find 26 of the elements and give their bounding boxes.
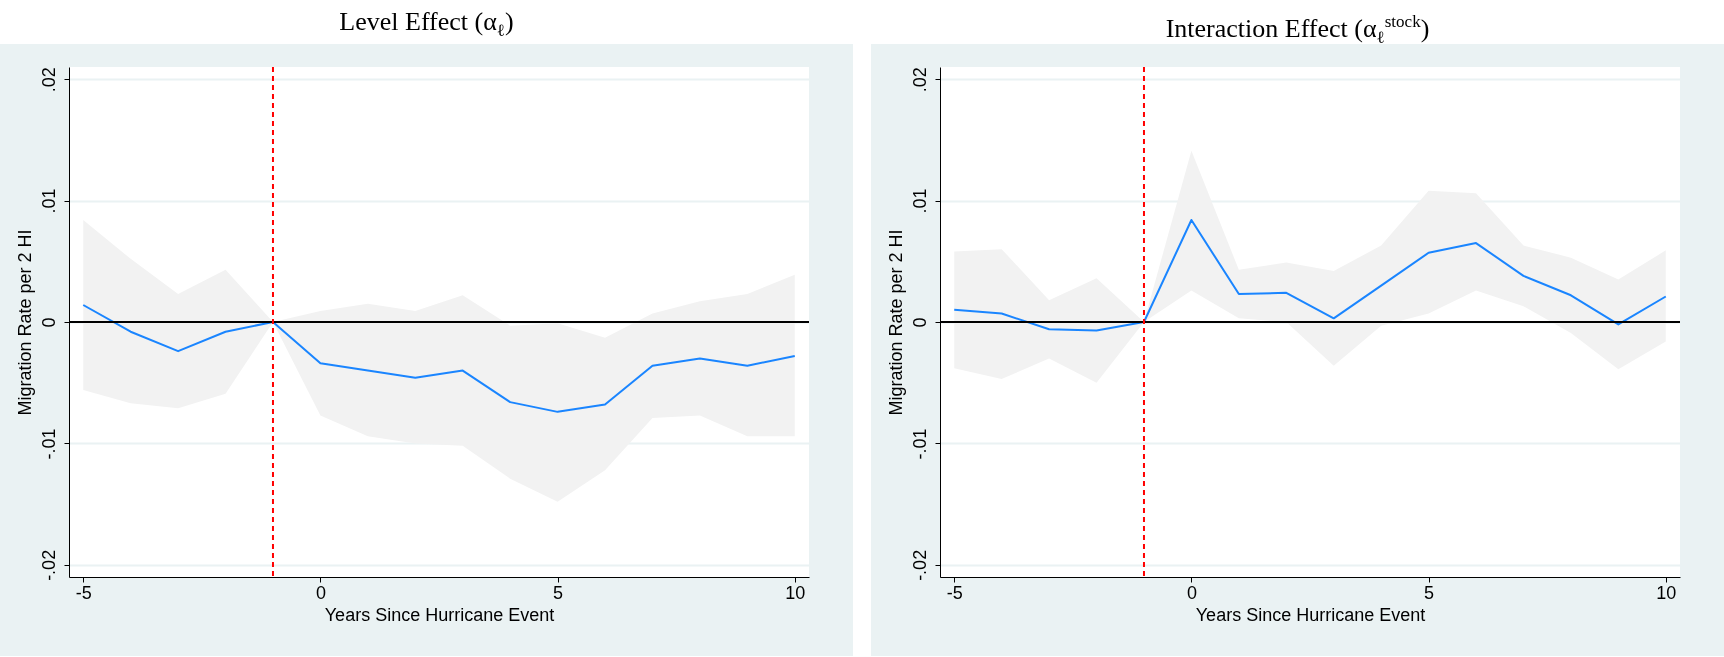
y-tick-label: .01 <box>38 188 59 214</box>
x-tick-label: 5 <box>1424 582 1435 603</box>
x-tick-label: 10 <box>1656 582 1677 603</box>
chart-title: Interaction Effect (α$_{ℓ}$$^{stock}$) <box>1164 11 1431 47</box>
y-tick-label: -.02 <box>38 549 59 581</box>
y-axis-title: Migration Rate per 2 HI <box>14 229 35 416</box>
x-tick-label: 10 <box>785 582 806 603</box>
line-series <box>82 304 796 413</box>
y-axis-title: Migration Rate per 2 HI <box>885 229 906 416</box>
x-tick-label: -5 <box>946 582 963 603</box>
y-tick-label: .02 <box>38 67 59 93</box>
x-axis-title: Years Since Hurricane Event <box>1195 604 1426 625</box>
x-axis-title: Years Since Hurricane Event <box>324 604 555 625</box>
y-tick-label: -.01 <box>38 428 59 460</box>
y-tick-label: .02 <box>909 67 930 93</box>
y-tick-label: -.01 <box>909 428 930 460</box>
x-tick-label: -5 <box>75 582 92 603</box>
y-tick-label: 0 <box>909 317 930 328</box>
x-tick-label: 0 <box>1186 582 1197 603</box>
y-tick-label: 0 <box>38 317 59 328</box>
y-tick-label: -.02 <box>909 549 930 581</box>
chart-title: Level Effect (α$_{ℓ}$) <box>338 6 515 43</box>
x-tick-label: 5 <box>553 582 564 603</box>
y-tick-label: .01 <box>909 188 930 214</box>
line-series <box>953 219 1667 332</box>
x-tick-label: 0 <box>315 582 326 603</box>
